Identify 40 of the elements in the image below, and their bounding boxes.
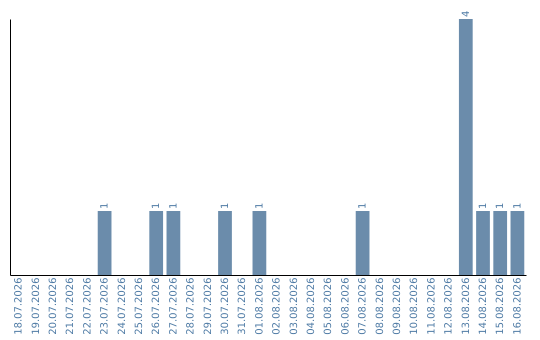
x-tick-label: 27.07.2026 [168,278,180,335]
x-tick-label: 29.07.2026 [202,278,214,335]
data-label: 1 [478,202,489,209]
x-tick-label: 20.07.2026 [48,278,59,335]
x-tick-label: 31.07.2026 [237,278,248,335]
x-tick-label: 24.07.2026 [116,278,128,335]
x-tick-label: 12.08.2026 [444,278,455,335]
x-tick-label: 01.08.2026 [254,278,266,335]
x-tick-label: 21.07.2026 [65,278,76,335]
data-label: 1 [358,202,369,209]
x-tick-label: 26.07.2026 [151,278,162,335]
x-tick-label: 16.08.2026 [512,278,524,335]
x-tick-label: 08.08.2026 [374,278,386,335]
data-label: 4 [460,10,472,17]
data-label: 1 [495,202,506,209]
x-tick-label: 04.08.2026 [306,278,317,335]
x-tick-label: 30.07.2026 [220,278,231,335]
x-tick-label: 11.08.2026 [426,278,438,335]
x-tick-label: 18.07.2026 [14,278,25,335]
data-label: 1 [168,202,180,209]
x-tick-label: 28.07.2026 [186,278,197,335]
x-tick-label: 06.08.2026 [340,278,352,335]
x-tick-label: 13.08.2026 [460,278,472,335]
x-tick-label: 02.08.2026 [272,278,283,335]
x-tick-label: 05.08.2026 [323,278,334,335]
x-tick-label: 14.08.2026 [478,278,489,335]
data-label: 1 [151,202,162,209]
x-tick-label: 09.08.2026 [392,278,403,335]
x-tick-label: 25.07.2026 [134,278,145,335]
x-tick-label: 15.08.2026 [495,278,506,335]
x-tick-label: 03.08.2026 [288,278,300,335]
data-label: 1 [220,202,231,209]
data-label: 1 [254,202,266,209]
x-tick-label: 19.07.2026 [30,278,42,335]
data-label: 1 [512,202,524,209]
data-label: 1 [100,202,111,209]
x-tick-label: 07.08.2026 [358,278,369,335]
x-tick-label: 10.08.2026 [409,278,420,335]
x-tick-label: 23.07.2026 [100,278,111,335]
x-tick-label: 22.07.2026 [82,278,94,335]
